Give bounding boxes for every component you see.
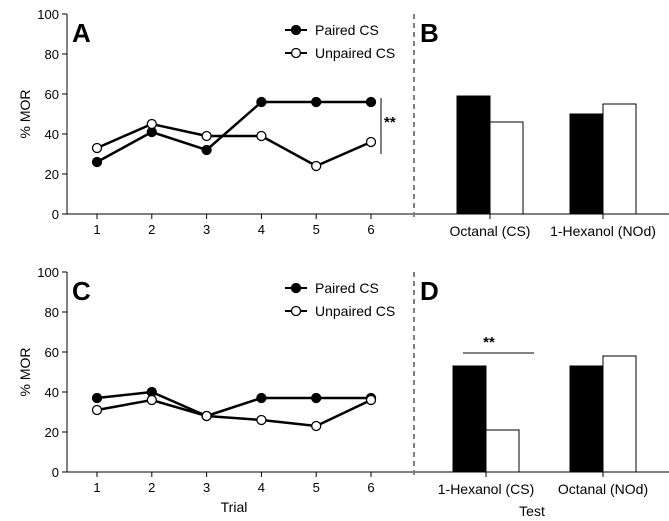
data-point-unpaired (146, 394, 157, 406)
data-point-paired (311, 392, 322, 404)
y-tick-label: 20 (45, 425, 59, 440)
significance-marker: ** (384, 114, 396, 131)
x-category-label: Octanal (NOd) (558, 481, 648, 497)
x-category-label: 1-Hexanol (CS) (438, 481, 534, 497)
x-axis-label: Trial (221, 499, 248, 515)
y-axis-label: % MOR (17, 348, 33, 397)
panel-letter: A (72, 18, 91, 48)
bar-paired (452, 365, 487, 473)
significance-marker: ** (483, 334, 495, 351)
data-point-paired (256, 96, 267, 108)
series-line-paired (96, 100, 371, 164)
y-tick-label: 20 (45, 167, 59, 182)
x-category-label: 1-Hexanol (NOd) (550, 223, 656, 239)
data-point-paired (311, 96, 322, 108)
bar-unpaired (602, 103, 637, 215)
data-point-paired (201, 144, 212, 156)
x-tick-label: 5 (313, 222, 320, 237)
x-tick-label: 3 (203, 222, 210, 237)
panel-letter: D (420, 276, 439, 306)
data-point-unpaired (365, 394, 377, 406)
x-tick-label: 4 (258, 222, 265, 237)
y-tick-label: 0 (52, 207, 59, 222)
bar-paired (456, 95, 491, 215)
bar-unpaired (485, 429, 520, 473)
y-tick-label: 100 (37, 265, 59, 280)
data-point-unpaired (256, 130, 267, 142)
x-tick-label: 6 (367, 480, 374, 495)
data-point-unpaired (91, 404, 103, 416)
y-tick-label: 80 (45, 305, 59, 320)
legend-label: Unpaired CS (315, 303, 395, 319)
legend-marker (290, 305, 302, 317)
data-point-unpaired (365, 136, 377, 148)
bar-paired (569, 113, 604, 215)
y-tick-label: 60 (45, 87, 59, 102)
series-line-paired (96, 390, 371, 418)
data-point-unpaired (91, 142, 103, 154)
x-tick-label: 5 (313, 480, 320, 495)
legend-label: Paired CS (315, 280, 379, 296)
series-line-unpaired (96, 398, 372, 428)
legend-marker (290, 47, 302, 59)
x-tick-label: 1 (93, 480, 100, 495)
y-tick-label: 60 (45, 345, 59, 360)
legend-marker (290, 24, 302, 36)
x-axis-label: Test (519, 503, 545, 519)
y-tick-label: 40 (45, 127, 59, 142)
x-tick-label: 6 (367, 222, 374, 237)
data-point-unpaired (201, 410, 212, 422)
legend-marker (290, 282, 302, 294)
bar-paired (569, 365, 604, 473)
x-tick-label: 2 (148, 480, 155, 495)
legend-label: Paired CS (315, 22, 379, 38)
data-point-unpaired (311, 420, 322, 432)
panel-letter: C (72, 276, 91, 306)
bar-unpaired (602, 355, 637, 473)
data-point-unpaired (311, 160, 322, 172)
data-point-unpaired (201, 130, 212, 142)
y-tick-label: 40 (45, 385, 59, 400)
bar-unpaired (489, 121, 524, 215)
data-point-paired (365, 96, 377, 108)
series-line-unpaired (96, 122, 372, 168)
data-point-unpaired (146, 118, 157, 130)
x-tick-label: 1 (93, 222, 100, 237)
y-axis-label: % MOR (17, 90, 33, 139)
x-tick-label: 2 (148, 222, 155, 237)
y-tick-label: 100 (37, 7, 59, 22)
data-point-paired (91, 392, 103, 404)
x-tick-label: 4 (258, 480, 265, 495)
legend-label: Unpaired CS (315, 45, 395, 61)
y-tick-label: 0 (52, 465, 59, 480)
x-tick-label: 3 (203, 480, 210, 495)
x-category-label: Octanal (CS) (450, 223, 531, 239)
data-point-paired (256, 392, 267, 404)
panel-letter: B (420, 18, 439, 48)
y-tick-label: 80 (45, 47, 59, 62)
data-point-unpaired (256, 414, 267, 426)
data-point-paired (91, 156, 103, 168)
